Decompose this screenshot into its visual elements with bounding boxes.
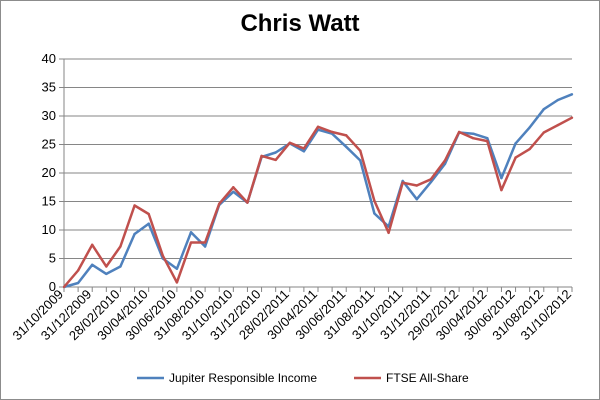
data-point	[500, 188, 503, 192]
data-point	[345, 134, 348, 137]
data-point	[542, 107, 545, 111]
data-point	[345, 145, 348, 148]
data-point	[373, 199, 376, 203]
data-point	[175, 281, 179, 284]
data-point	[415, 198, 418, 201]
data-point	[105, 265, 108, 268]
data-point	[486, 139, 489, 143]
data-point	[76, 281, 80, 285]
data-point	[330, 130, 334, 134]
data-point	[528, 147, 531, 151]
data-point	[514, 156, 517, 159]
legend-label: Jupiter Responsible Income	[169, 371, 317, 385]
data-point	[147, 212, 150, 216]
data-point	[556, 98, 560, 102]
data-point	[133, 232, 136, 236]
y-tick-label: 40	[42, 51, 56, 66]
data-point	[359, 149, 362, 152]
data-point	[443, 159, 447, 162]
data-point	[302, 150, 306, 153]
data-point	[457, 130, 461, 134]
data-point	[274, 151, 277, 154]
data-point	[528, 126, 531, 129]
y-tick-label: 0	[49, 279, 56, 294]
data-point	[429, 180, 433, 184]
data-point	[556, 123, 560, 127]
data-point	[203, 245, 207, 248]
data-point	[359, 159, 362, 162]
y-tick-label: 30	[42, 108, 56, 123]
data-point	[175, 267, 179, 270]
data-point	[373, 212, 376, 215]
data-point	[119, 265, 122, 268]
y-tick-label: 35	[42, 80, 56, 95]
data-point	[105, 272, 108, 276]
data-point	[570, 93, 574, 96]
data-point	[429, 178, 433, 181]
y-tick-label: 10	[42, 222, 56, 237]
data-point	[500, 176, 503, 180]
data-point	[232, 186, 235, 189]
data-point	[415, 184, 418, 187]
data-point	[316, 125, 320, 129]
data-point	[570, 116, 574, 119]
data-point	[288, 141, 291, 144]
series-line-2	[63, 116, 573, 288]
data-point	[91, 243, 94, 247]
data-point	[189, 241, 193, 244]
data-point	[218, 202, 221, 205]
data-point	[472, 132, 475, 135]
data-point	[91, 263, 94, 266]
data-point	[189, 231, 193, 234]
y-tick-label: 20	[42, 165, 56, 180]
data-point	[302, 147, 306, 150]
data-point	[542, 131, 545, 134]
data-point	[161, 254, 164, 257]
data-point	[203, 241, 207, 244]
data-point	[514, 142, 517, 145]
data-point	[387, 231, 390, 235]
y-tick-label: 25	[42, 137, 56, 152]
data-point	[401, 181, 404, 184]
data-point	[119, 245, 122, 248]
data-point	[147, 222, 150, 225]
data-point	[62, 285, 66, 289]
data-point	[76, 269, 80, 272]
data-point	[133, 204, 136, 207]
data-point	[246, 201, 249, 204]
y-tick-label: 15	[42, 194, 56, 209]
data-point	[274, 158, 277, 162]
legend-label: FTSE All-Share	[386, 371, 469, 385]
data-point	[486, 137, 489, 140]
data-point	[472, 137, 475, 140]
chart-title: Chris Watt	[240, 10, 360, 37]
data-point	[260, 154, 263, 158]
y-tick-label: 5	[49, 251, 56, 266]
data-point	[232, 190, 235, 194]
